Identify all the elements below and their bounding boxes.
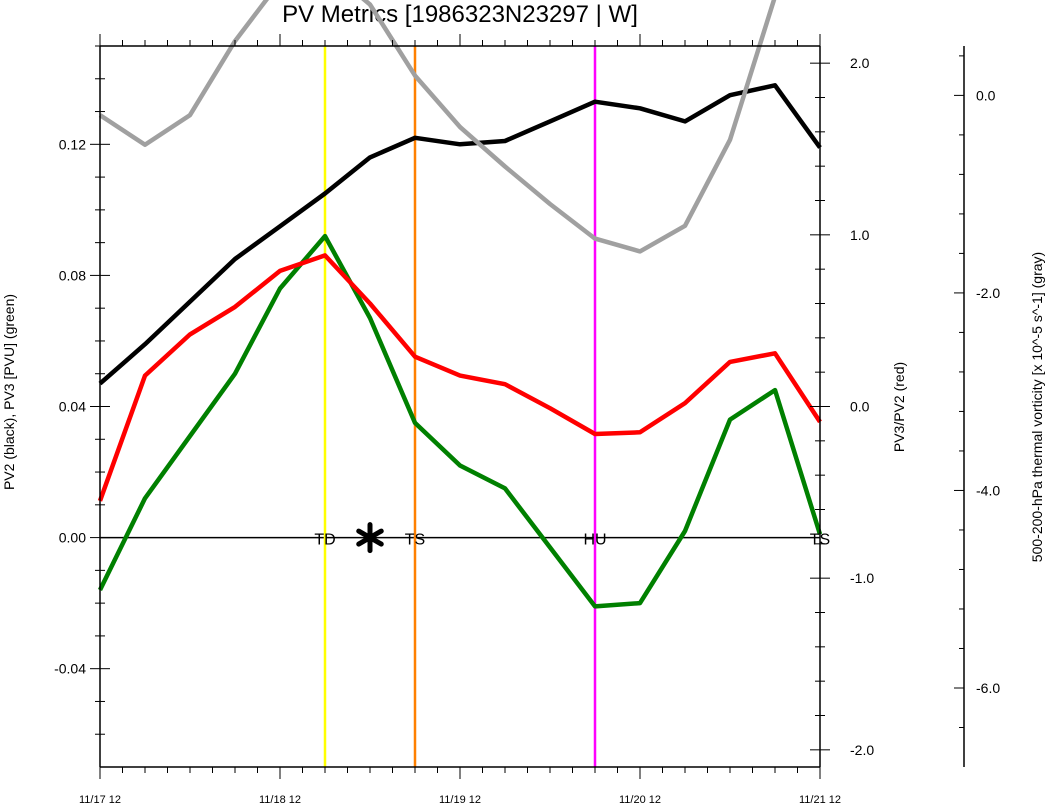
right-axis-title: PV3/PV2 (red) bbox=[891, 362, 907, 452]
stage-label: HU bbox=[583, 532, 606, 549]
left-axis: -0.04 0.00 0.04 0.08 0.12 bbox=[54, 45, 110, 735]
right-axis: -2.0 -1.0 0.0 1.0 2.0 bbox=[810, 55, 874, 758]
x-tick-label: 11/20 12 bbox=[619, 794, 661, 805]
left-tick-label: 0.08 bbox=[59, 267, 86, 283]
right-tick-label: 2.0 bbox=[850, 55, 870, 71]
series-line-0 bbox=[98, 83, 822, 386]
right-tick-label: -1.0 bbox=[850, 570, 874, 586]
genesis-marker-stroke bbox=[356, 528, 384, 547]
left-axis-title: PV2 (black), PV3 [PVU] (green) bbox=[1, 294, 17, 490]
right-tick-label: 0.0 bbox=[850, 399, 870, 415]
left-tick-label: -0.04 bbox=[54, 661, 86, 677]
x-tick-label: 11/19 12 bbox=[439, 794, 481, 805]
left-tick-label: 0.12 bbox=[59, 136, 86, 152]
x-tick-label: 11/18 12 bbox=[259, 794, 301, 805]
x-axis: 11/17 12 11/18 12 11/19 12 11/20 12 11/21 12 bbox=[79, 34, 841, 805]
series-layer bbox=[97, 0, 823, 609]
right-tick-label: -2.0 bbox=[850, 742, 874, 758]
series-line-1 bbox=[97, 233, 823, 609]
far-right-axis-title: 500-200-hPa thermal vorticity [x 10^-5 s… bbox=[1029, 252, 1045, 562]
far-right-tick-label: -4.0 bbox=[976, 482, 1000, 498]
left-tick-label: 0.00 bbox=[59, 530, 86, 546]
plot-frame bbox=[99, 45, 821, 768]
x-tick-label: 11/21 12 bbox=[799, 794, 841, 805]
far-right-axis: -6.0 -4.0 -2.0 0.0 bbox=[954, 46, 1000, 767]
left-tick-label: 0.04 bbox=[59, 399, 86, 415]
plot-lines bbox=[100, 46, 820, 767]
right-tick-label: 1.0 bbox=[850, 227, 870, 243]
chart-title: PV Metrics [1986323N23297 | W] bbox=[282, 1, 638, 28]
far-right-tick-label: 0.0 bbox=[976, 87, 996, 103]
x-tick-label: 11/17 12 bbox=[79, 794, 121, 805]
stage-label: TS bbox=[405, 532, 425, 549]
far-right-tick-label: -6.0 bbox=[976, 680, 1000, 696]
stage-annotations: TD TS HU TS bbox=[314, 522, 830, 554]
stage-label: TS bbox=[810, 532, 830, 549]
stage-label: TD bbox=[314, 532, 335, 549]
series-line-2 bbox=[97, 253, 822, 502]
series-line-3 bbox=[98, 0, 777, 254]
far-right-tick-label: -2.0 bbox=[976, 285, 1000, 301]
